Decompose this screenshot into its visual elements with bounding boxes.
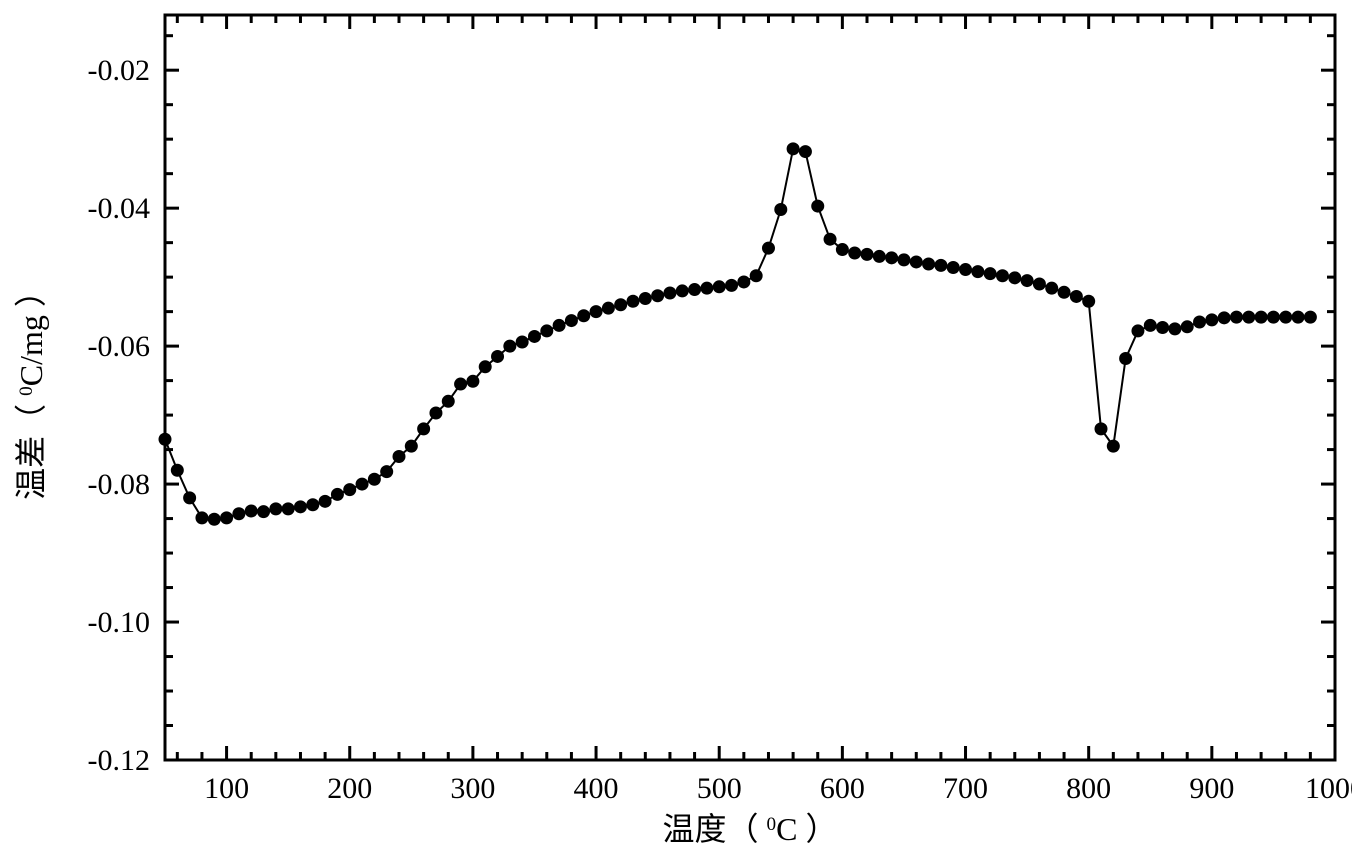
- data-markers: [159, 142, 1317, 525]
- y-tick-label: -0.02: [88, 54, 151, 87]
- x-tick-label: 1000: [1305, 772, 1352, 805]
- x-tick-label: 500: [697, 772, 742, 805]
- y-axis-label: 温差（ 0C/mg ）: [13, 275, 49, 500]
- y-tick-label: -0.10: [88, 606, 151, 639]
- x-tick-label: 300: [450, 772, 495, 805]
- y-tick-label: -0.08: [88, 468, 151, 501]
- x-tick-label: 600: [820, 772, 865, 805]
- plot-border: [165, 15, 1335, 760]
- x-tick-label: 400: [574, 772, 619, 805]
- x-tick-label: 700: [943, 772, 988, 805]
- dta-chart: 100 200 300 400 500 600 700 800 900 1000 -0.02 -0.0…: [0, 0, 1352, 860]
- x-tick-label: 200: [327, 772, 372, 805]
- x-tick-label: 900: [1189, 772, 1234, 805]
- x-axis-label: 温度（ 0C ）: [663, 811, 838, 847]
- y-tick-label: -0.06: [88, 330, 151, 363]
- x-ticks: [177, 15, 1335, 760]
- y-tick-label: -0.04: [88, 192, 151, 225]
- y-tick-label: -0.12: [88, 744, 151, 777]
- y-ticks: [165, 36, 1335, 760]
- x-tick-label: 100: [204, 772, 249, 805]
- chart-svg: 100 200 300 400 500 600 700 800 900 1000 -0.02 -0.0…: [0, 0, 1352, 860]
- x-tick-label: 800: [1066, 772, 1111, 805]
